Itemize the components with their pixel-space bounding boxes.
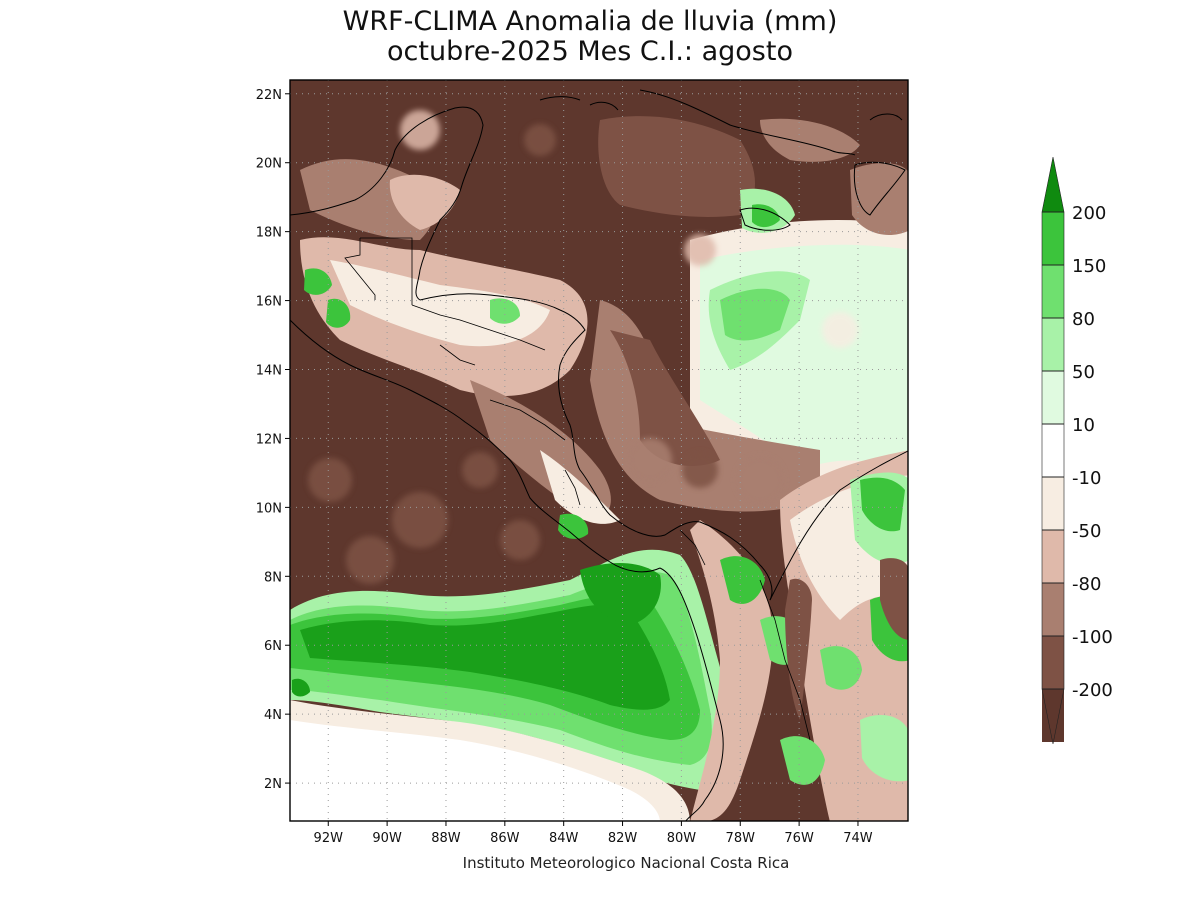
legend-swatch <box>1042 265 1064 318</box>
lon-tick-labels: 92W 90W 88W 86W 84W 82W 80W 78W 76W 74W <box>314 821 873 846</box>
legend-label: 150 <box>1072 256 1106 277</box>
legend-label: -100 <box>1072 627 1113 648</box>
lat-tick-label: 10N <box>256 501 282 516</box>
lon-tick-label: 76W <box>784 831 814 846</box>
lat-tick-label: 22N <box>256 88 282 103</box>
country-borders <box>344 237 811 741</box>
lon-tick-label: 88W <box>431 831 461 846</box>
lat-tick-label: 14N <box>256 364 282 379</box>
lon-tick-label: 92W <box>314 831 344 846</box>
legend-label: -80 <box>1072 574 1101 595</box>
anomaly-field <box>290 80 908 821</box>
legend-swatch <box>1042 371 1064 424</box>
legend-swatch <box>1042 318 1064 371</box>
map-title-line2: octubre-2025 Mes C.I.: agosto <box>387 36 793 67</box>
color-legend: 200 150 80 50 10 -10 -50 -80 -100 -200 <box>1041 156 1113 745</box>
lat-tick-label: 12N <box>256 432 282 447</box>
lat-tick-label: 8N <box>264 570 282 585</box>
lat-tick-labels: 22N 20N 18N 16N 14N 12N 10N 8N 6N 4N 2N <box>256 88 290 792</box>
lon-tick-label: 78W <box>726 831 756 846</box>
map-title-line1: WRF-CLIMA Anomalia de lluvia (mm) <box>342 6 838 37</box>
lat-tick-label: 4N <box>264 708 282 723</box>
coastlines <box>290 89 908 821</box>
legend-swatch <box>1042 583 1064 636</box>
lon-tick-label: 90W <box>372 831 402 846</box>
legend-swatch <box>1042 212 1064 265</box>
legend-label: 10 <box>1072 415 1095 436</box>
lon-tick-label: 86W <box>490 831 520 846</box>
legend-swatch <box>1042 477 1064 530</box>
lon-tick-label: 82W <box>608 831 638 846</box>
legend-label: -10 <box>1072 468 1101 489</box>
lat-tick-label: 6N <box>264 639 282 654</box>
legend-label: -50 <box>1072 521 1101 542</box>
lon-tick-label: 80W <box>667 831 697 846</box>
lon-tick-label: 84W <box>549 831 579 846</box>
map-grid <box>290 80 908 821</box>
legend-label: 200 <box>1072 203 1106 224</box>
map-footer: Instituto Meteorologico Nacional Costa R… <box>462 854 790 872</box>
lat-tick-label: 16N <box>256 295 282 310</box>
legend-swatch <box>1042 636 1064 689</box>
map-frame <box>289 79 909 822</box>
lat-tick-label: 18N <box>256 226 282 241</box>
legend-swatch <box>1042 424 1064 477</box>
legend-arrow-top <box>1042 157 1064 212</box>
lat-tick-label: 20N <box>256 157 282 172</box>
legend-swatch <box>1042 530 1064 583</box>
lat-tick-label: 2N <box>264 777 282 792</box>
legend-label: -200 <box>1072 680 1113 701</box>
legend-label: 80 <box>1072 309 1095 330</box>
legend-label: 50 <box>1072 362 1095 383</box>
lon-tick-label: 74W <box>843 831 873 846</box>
legend-arrow-bottom <box>1042 689 1064 744</box>
